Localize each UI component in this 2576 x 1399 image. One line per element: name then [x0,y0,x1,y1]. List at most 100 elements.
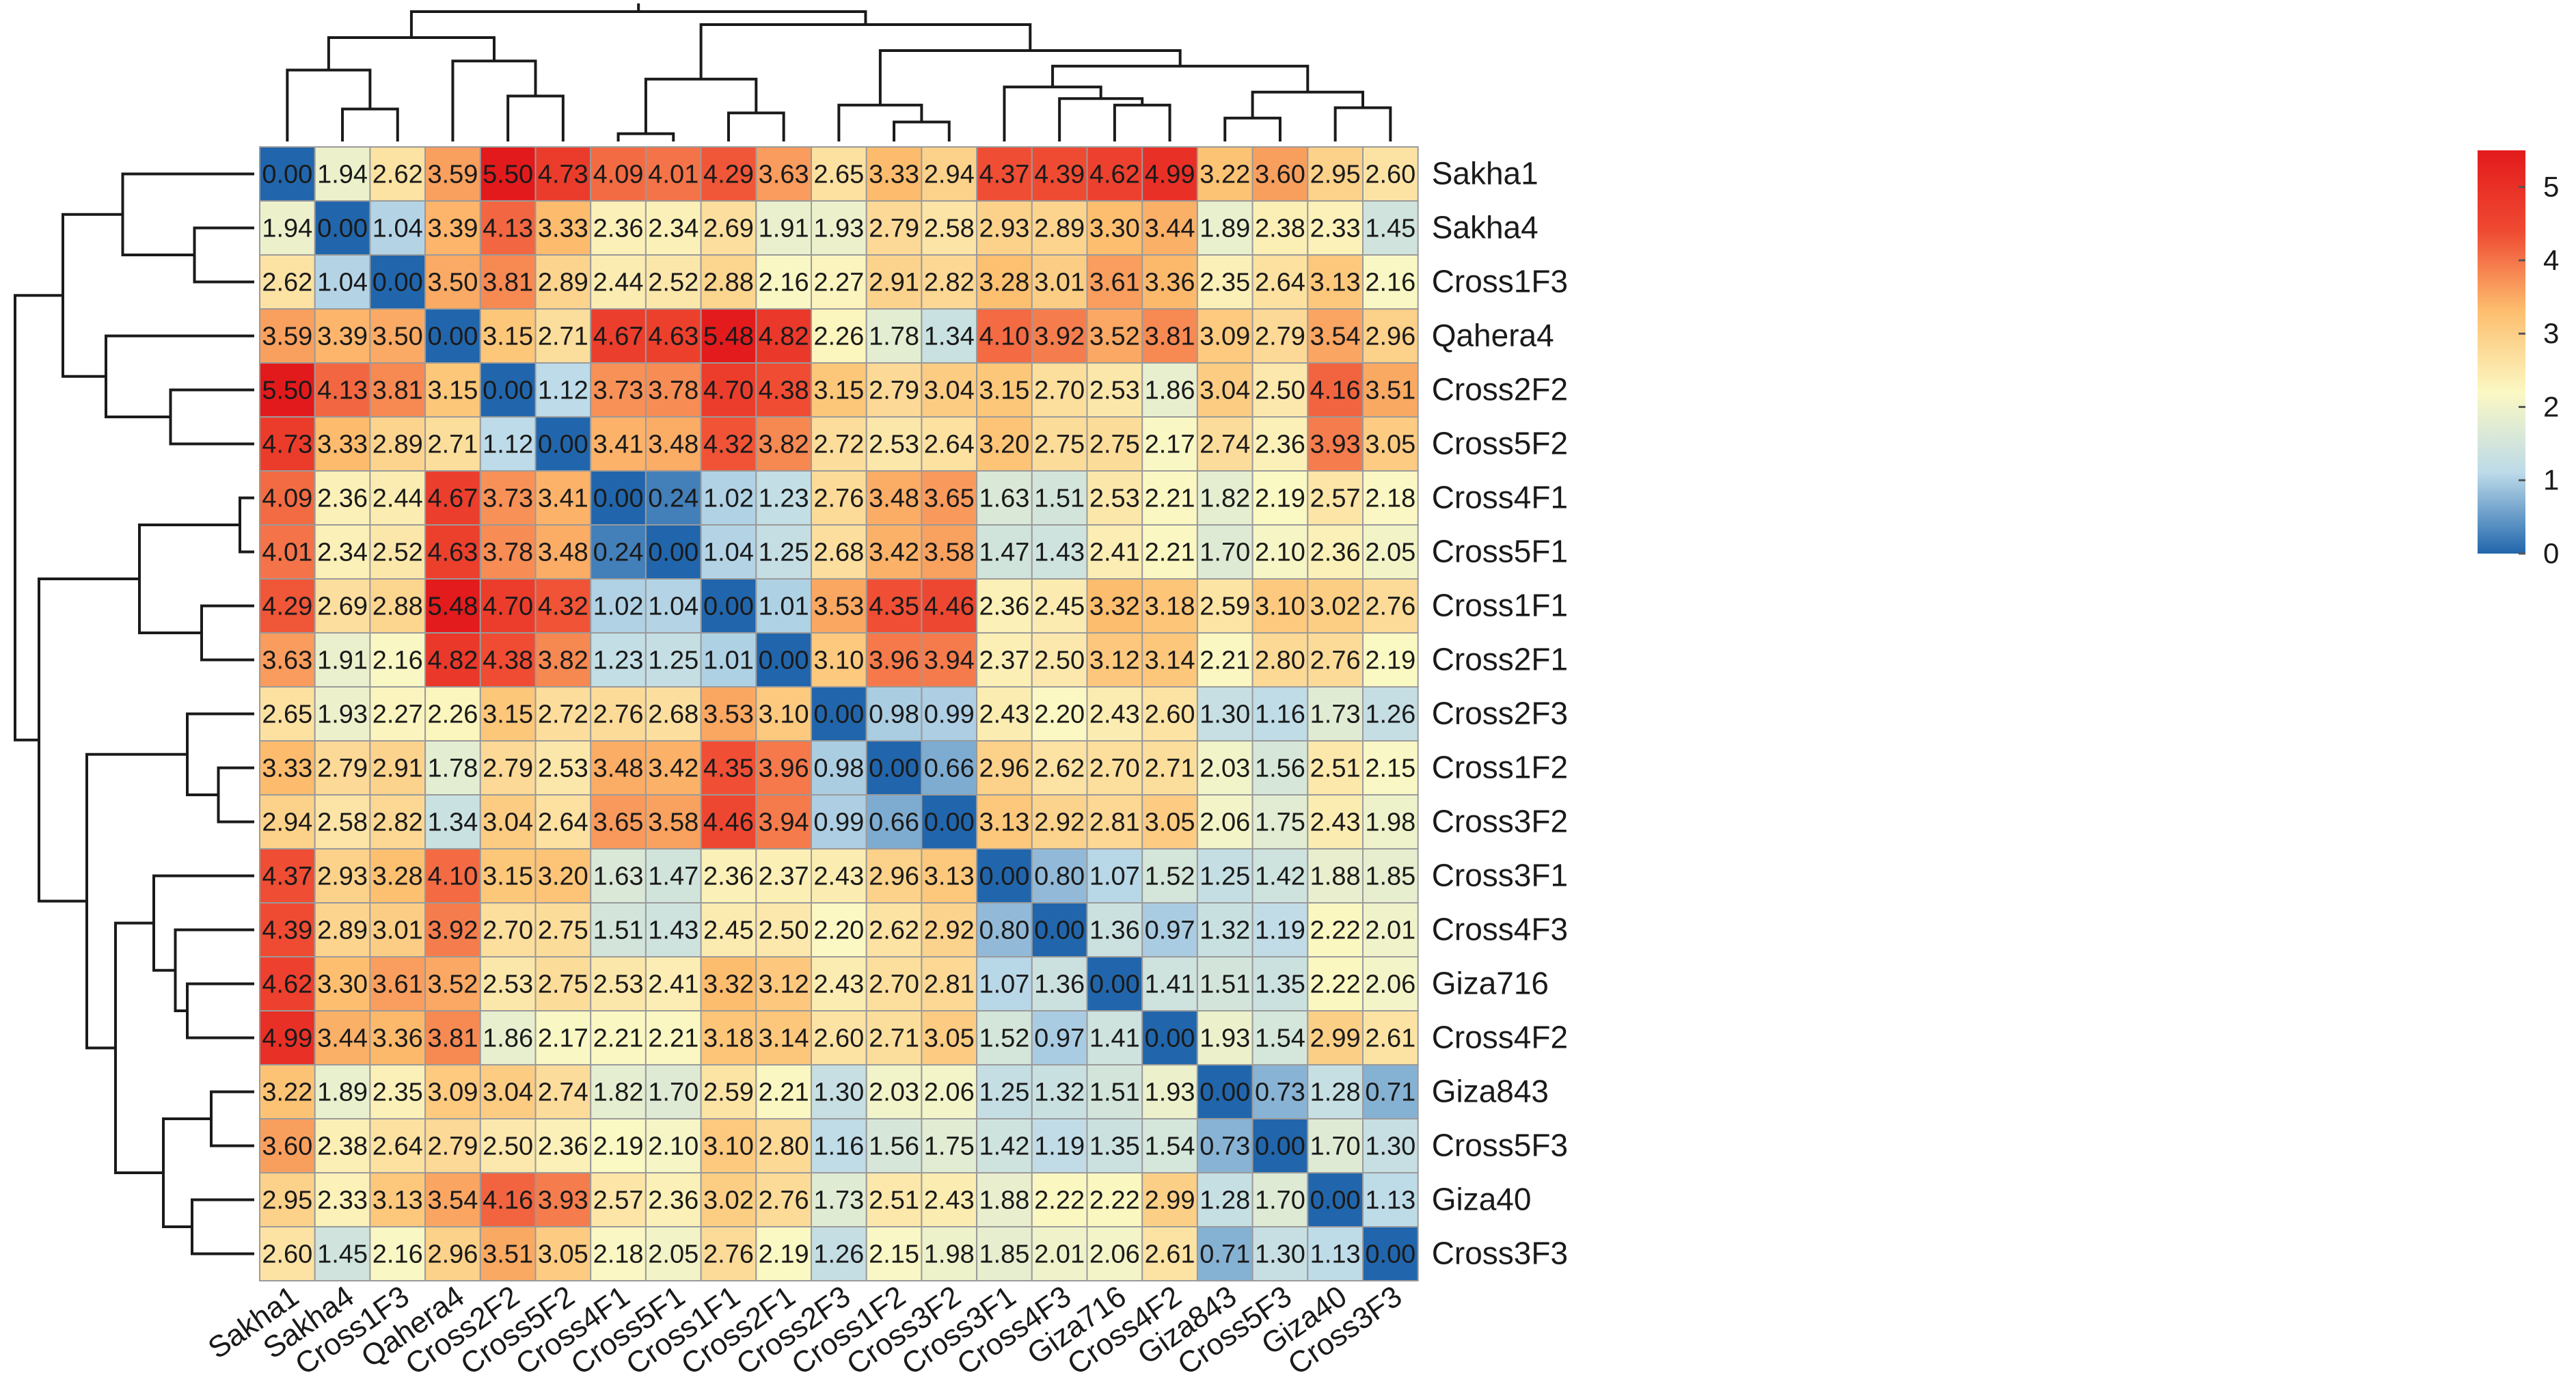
heatmap-cell [1362,902,1419,957]
cell-value-label: 0.00 [372,269,423,297]
cell-value-label: 1.91 [759,215,809,243]
cell-value-label: 4.39 [1034,161,1085,189]
cell-value-label: 2.21 [593,1024,644,1053]
cell-value-label: 1.93 [317,701,368,729]
heatmap-cell [590,1010,647,1065]
cell-value-label: 4.10 [427,863,478,891]
cell-value-label: 3.53 [813,593,864,621]
cell-value-label: 5.50 [483,161,533,189]
cell-value-label: 5.48 [703,323,754,351]
cell-value-label: 0.00 [427,323,478,351]
heatmap-cell [865,1118,923,1173]
heatmap-cell [424,956,481,1011]
cell-value-label: 2.58 [924,215,975,243]
cell-value-label: 3.10 [813,647,864,675]
cell-value-label: 0.00 [483,377,533,405]
heatmap-cell [645,146,702,202]
heatmap-cell [755,740,813,796]
cell-value-label: 4.37 [262,863,312,891]
cell-value-label: 4.35 [703,755,754,783]
cell-value-label: 4.37 [979,161,1029,189]
cell-value-label: 0.24 [593,539,644,567]
cell-value-label: 4.09 [262,485,312,513]
heatmap-cell [1362,362,1419,418]
cell-value-label: 2.68 [648,701,699,729]
cell-value-label: 2.06 [1089,1240,1140,1269]
cell-value-label: 2.53 [483,970,533,999]
cell-value-label: 0.00 [1199,1078,1250,1107]
heatmap-cell [479,848,537,904]
heatmap-cell [1031,1010,1088,1065]
heatmap-cell [755,632,813,688]
cell-value-label: 2.41 [648,970,699,999]
heatmap-cell [259,1064,316,1119]
cell-value-label: 3.10 [1255,593,1305,621]
heatmap-cell [645,524,702,580]
cell-value-label: 2.38 [317,1132,368,1161]
heatmap-cell [369,1172,426,1227]
heatmap-cell [1362,470,1419,526]
heatmap-cell [865,254,923,310]
heatmap-cell [1086,470,1143,526]
cell-value-label: 2.75 [1089,431,1140,459]
heatmap-cell [590,686,647,742]
cell-value-label: 2.36 [979,593,1029,621]
cell-value-label: 3.59 [427,161,478,189]
heatmap-cell [755,146,813,202]
cell-value-label: 1.04 [372,215,423,243]
heatmap-cell [700,1064,757,1119]
heatmap-cell [700,200,757,256]
heatmap-cell [1307,1172,1364,1227]
cell-value-label: 1.42 [1255,863,1305,891]
heatmap-cell [314,1226,371,1281]
heatmap-cell [1086,956,1143,1011]
heatmap-cell [700,146,757,202]
heatmap-cell [1196,740,1253,796]
heatmap-cell [755,470,813,526]
cell-value-label: 0.71 [1199,1240,1250,1269]
cell-value-label: 2.50 [1255,377,1305,405]
cell-value-label: 2.15 [1365,755,1415,783]
heatmap-cell [424,632,481,688]
cell-value-label: 3.60 [1255,161,1305,189]
cell-value-label: 2.18 [1365,485,1415,513]
cell-value-label: 2.16 [372,1240,423,1269]
cell-value-label: 1.16 [813,1132,864,1161]
row-label: Qahera4 [1432,318,1554,353]
heatmap-cell [1307,740,1364,796]
cell-value-label: 1.82 [1199,485,1250,513]
heatmap-cell [1362,1010,1419,1065]
heatmap-cell [1141,200,1198,256]
cell-value-label: 1.82 [593,1078,644,1107]
heatmap-cell [755,1118,813,1173]
heatmap-cell [1251,146,1309,202]
cell-value-label: 3.13 [372,1186,423,1215]
cell-value-label: 2.94 [262,809,312,837]
cell-value-label: 1.04 [317,269,368,297]
cell-value-label: 3.94 [924,647,975,675]
heatmap-cell [811,1118,867,1173]
cell-value-label: 3.05 [1365,431,1415,459]
heatmap-cell [865,470,923,526]
cell-value-label: 1.01 [759,593,809,621]
cell-value-label: 2.60 [813,1024,864,1053]
cell-value-label: 3.58 [648,809,699,837]
cell-value-label: 4.13 [483,215,533,243]
heatmap-cell [1307,200,1364,256]
heatmap-cell [314,686,371,742]
heatmap-cell [755,794,813,850]
heatmap-cell [700,902,757,957]
heatmap-cell [1141,1010,1198,1065]
heatmap-cell [479,1226,537,1281]
cell-value-label: 0.97 [1034,1024,1085,1053]
cell-value-label: 2.06 [1365,970,1415,999]
cell-value-label: 2.62 [262,269,312,297]
cell-value-label: 2.18 [593,1240,644,1269]
heatmap-cell [1307,1226,1364,1281]
cell-value-label: 3.48 [593,755,644,783]
cell-value-label: 3.04 [483,809,533,837]
cell-value-label: 2.26 [813,323,864,351]
cell-value-label: 2.21 [759,1078,809,1107]
cell-value-label: 3.81 [427,1024,478,1053]
cell-value-label: 1.89 [1199,215,1250,243]
